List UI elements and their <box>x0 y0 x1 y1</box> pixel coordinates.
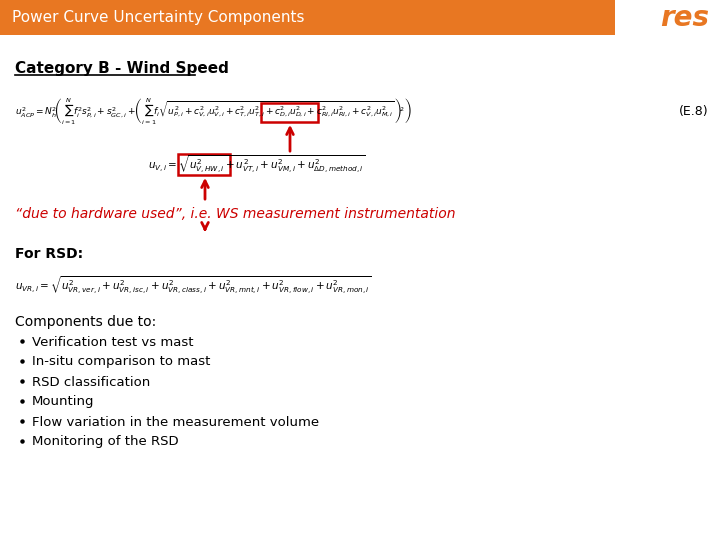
Bar <box>0 0 615 35</box>
Text: Components due to:: Components due to: <box>15 315 156 329</box>
Text: Category B - Wind Speed: Category B - Wind Speed <box>15 60 229 76</box>
Text: Flow variation in the measurement volume: Flow variation in the measurement volume <box>32 415 319 429</box>
Text: Monitoring of the RSD: Monitoring of the RSD <box>32 435 179 449</box>
Text: $u_{VR,i} = \sqrt{u^2_{VR,ver,i} + u^2_{VR,isc,i} + u^2_{VR,class,i} + u^2_{VR,m: $u_{VR,i} = \sqrt{u^2_{VR,ver,i} + u^2_{… <box>15 274 372 295</box>
Text: res: res <box>660 3 709 31</box>
Text: Mounting: Mounting <box>32 395 94 408</box>
Text: $u^2_{ACP} = N^2_h\!\left(\sum_{i=1}^{N}\!f_i^2 s^2_{P,i} + s^2_{GC,i} + \!\left: $u^2_{ACP} = N^2_h\!\left(\sum_{i=1}^{N}… <box>15 97 412 127</box>
Text: $u_{V,i} = \sqrt{u^2_{V,HW,i} + u^2_{VT,i} + u^2_{VM,i} + u^2_{\Delta D,method,i: $u_{V,i} = \sqrt{u^2_{V,HW,i} + u^2_{VT,… <box>148 153 366 174</box>
Text: For RSD:: For RSD: <box>15 247 83 261</box>
Text: RSD classification: RSD classification <box>32 375 150 388</box>
Text: Verification test vs mast: Verification test vs mast <box>32 335 194 348</box>
Bar <box>178 154 230 175</box>
Text: “due to hardware used”, i.e. WS measurement instrumentation: “due to hardware used”, i.e. WS measurem… <box>15 207 456 221</box>
Text: Power Curve Uncertainty Components: Power Curve Uncertainty Components <box>12 10 305 25</box>
Bar <box>261 103 318 122</box>
Text: In-situ comparison to mast: In-situ comparison to mast <box>32 355 210 368</box>
Text: (E.8): (E.8) <box>678 105 708 118</box>
